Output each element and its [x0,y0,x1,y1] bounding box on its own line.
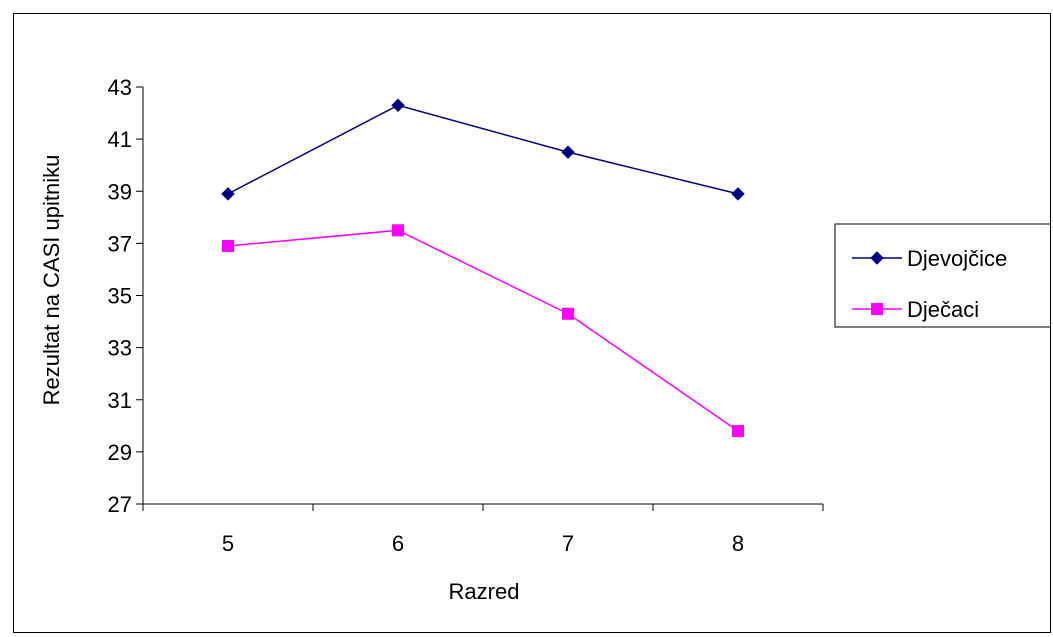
x-tick-label: 7 [562,531,574,556]
x-axis-label: Razred [449,579,520,604]
series-1 [221,98,745,201]
data-point [732,425,744,438]
y-tick-label: 35 [108,284,132,309]
chart-axes [136,86,824,511]
data-point [561,145,575,159]
series-line [227,229,739,432]
x-tick-label: 6 [392,531,404,556]
legend-entry: Dječaci [852,297,979,322]
legend-marker [870,251,884,265]
x-tick-label: 5 [222,531,234,556]
series-line [227,104,739,195]
legend-entry: Djevojčice [852,246,1007,271]
legend-label: Dječaci [907,297,979,322]
line-chart: 27 29 31 33 35 37 39 41 43 5 6 7 8 Rezultat na CASI… [39,75,1053,604]
data-point [222,239,234,252]
data-point [221,187,235,201]
y-tick-label: 39 [108,179,132,204]
y-tick-labels: 27 29 31 33 35 37 39 41 43 [108,75,132,517]
y-tick-label: 43 [108,75,132,100]
x-tick-labels: 5 6 7 8 [222,531,744,556]
series-2 [222,224,744,438]
data-point [731,187,745,201]
legend-label: Djevojčice [907,246,1007,271]
data-point [391,98,405,112]
y-tick-label: 37 [108,231,132,256]
series-layer [221,98,745,438]
y-axis-label: Rezultat na CASI upitniku [39,155,64,406]
x-tick-label: 8 [732,531,744,556]
data-point [562,307,574,320]
y-tick-label: 29 [108,440,132,465]
y-tick-label: 33 [108,336,132,361]
legend-marker [871,303,883,315]
chart-frame: 27 29 31 33 35 37 39 41 43 5 6 7 8 Rezultat na CASI… [13,13,1053,633]
data-point [392,224,404,237]
y-tick-label: 41 [108,127,132,152]
y-tick-label: 27 [108,492,132,517]
y-tick-label: 31 [108,388,132,413]
legend: Djevojčice Dječaci [834,223,1053,328]
